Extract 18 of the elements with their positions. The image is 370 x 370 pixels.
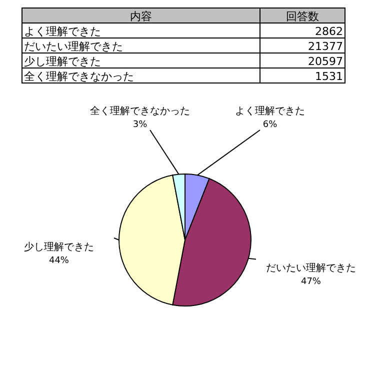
category-label: 少し理解できた <box>24 55 101 68</box>
text: 内容 <box>130 10 152 23</box>
data-label: 44% <box>48 256 70 266</box>
category-label: だいたい理解できた <box>24 40 123 53</box>
category-label: 全く理解できなかった <box>24 70 134 83</box>
data-label: 6% <box>262 120 278 130</box>
slice-label: だいたい理解できた <box>266 263 356 274</box>
value-label: 20597 <box>308 55 343 68</box>
value-label: 21377 <box>308 40 343 53</box>
slice-label: 全く理解できなかった <box>90 105 190 117</box>
value-label: 1531 <box>315 70 343 83</box>
category-label: よく理解できた <box>24 25 101 38</box>
slice-label: よく理解できた <box>235 106 305 117</box>
slice-label: 少し理解できた <box>24 241 94 253</box>
text: 回答数 <box>286 10 319 23</box>
data-label: 47% <box>300 277 322 288</box>
value-label: 2862 <box>315 25 343 38</box>
data-label: 3% <box>132 120 148 130</box>
